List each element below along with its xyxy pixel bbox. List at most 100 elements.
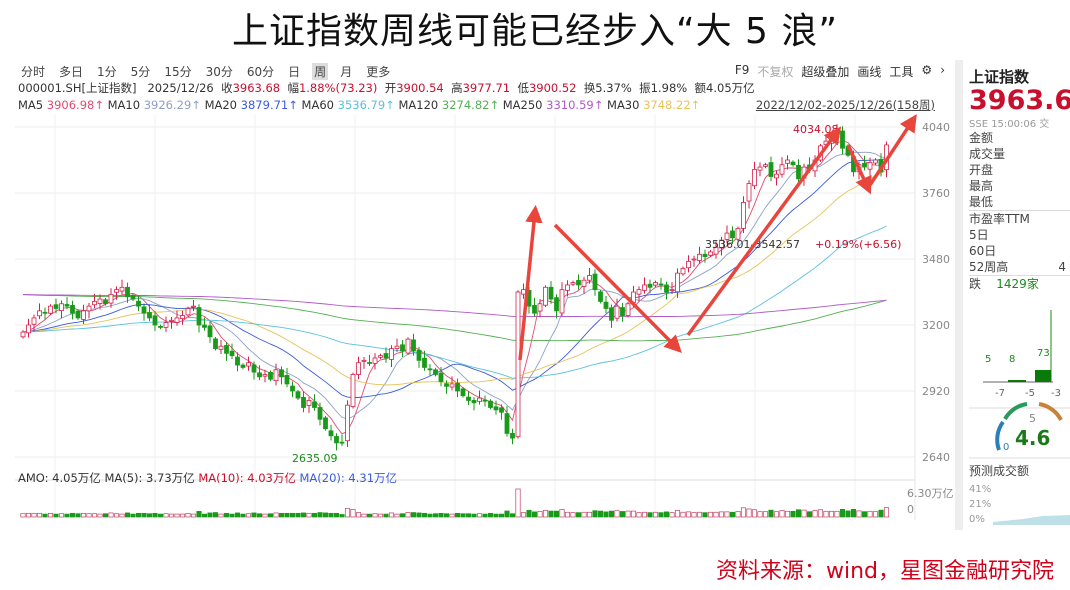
volume-bar bbox=[383, 513, 389, 518]
volume-bar bbox=[707, 511, 714, 518]
volume-bar bbox=[300, 512, 307, 518]
tool-button[interactable]: 超级叠加 bbox=[801, 65, 850, 79]
volume-bar bbox=[344, 507, 351, 518]
tool-menu: F9 不复权 超级叠加 画线 工具 ⚙ › bbox=[735, 63, 945, 80]
period-tab[interactable]: 60分 bbox=[246, 65, 275, 79]
candle-body bbox=[224, 345, 229, 354]
ma250-line bbox=[22, 294, 887, 318]
candle-body bbox=[570, 282, 576, 285]
period-tab[interactable]: 周 bbox=[312, 63, 329, 80]
ma10-value: 3926.29↑ bbox=[143, 98, 201, 112]
tool-button[interactable]: F9 bbox=[734, 63, 750, 77]
period-tab[interactable]: 1分 bbox=[97, 65, 117, 79]
candle-body bbox=[103, 299, 108, 305]
volume-bar bbox=[564, 511, 571, 518]
candle-body bbox=[356, 362, 361, 375]
volume-bar bbox=[124, 512, 131, 518]
volume-legend: AMO: 4.05万亿 MA(5): 3.73万亿 MA(10): 4.03万亿… bbox=[18, 470, 397, 486]
volume-bar bbox=[630, 510, 637, 518]
chevron-right-icon[interactable]: › bbox=[940, 63, 945, 77]
volume-bar bbox=[812, 510, 818, 518]
period-tab[interactable]: 15分 bbox=[164, 65, 192, 79]
volume-bar bbox=[262, 513, 268, 518]
volume-bar bbox=[735, 511, 741, 518]
period-tab[interactable]: 5分 bbox=[130, 65, 151, 79]
volume-bar bbox=[636, 512, 642, 518]
gauge-arc-high bbox=[1038, 402, 1063, 422]
volume-bar bbox=[141, 512, 147, 518]
volume-bar bbox=[779, 510, 785, 518]
period-tab[interactable]: 分时 bbox=[21, 65, 46, 79]
volume-bar bbox=[355, 512, 362, 518]
volume-bar bbox=[207, 512, 213, 518]
volume-bar bbox=[218, 513, 224, 518]
candle-body bbox=[559, 289, 565, 314]
volume-bar bbox=[289, 512, 296, 518]
volume-bar bbox=[597, 510, 604, 518]
period-tab[interactable]: 月 bbox=[340, 65, 353, 79]
volume-bar bbox=[388, 512, 395, 518]
forecast-label: 预测成交额 bbox=[969, 463, 1029, 478]
volume-bar bbox=[438, 512, 444, 518]
period-tab[interactable]: 更多 bbox=[366, 65, 391, 79]
volume-bar bbox=[625, 510, 631, 518]
volume-bar bbox=[834, 510, 840, 518]
candle-body bbox=[680, 268, 686, 275]
quote-info: 000001.SH[上证指数] 2025/12/26 收3963.68 幅1.8… bbox=[18, 80, 755, 96]
candle-body bbox=[257, 372, 262, 378]
fall-count: 1429家 bbox=[996, 277, 1039, 291]
candle-body bbox=[719, 239, 724, 249]
measure-change: +0.19%(+6.56) bbox=[815, 238, 901, 251]
candle-body bbox=[702, 253, 708, 258]
wave-arrow bbox=[553, 223, 682, 353]
period-tab[interactable]: 多日 bbox=[59, 65, 84, 79]
candlestick-chart[interactable]: 4040 3760 3480 3200 2920 2640 4034.08 2635.09 35… bbox=[15, 60, 955, 525]
volume-bar bbox=[322, 512, 329, 518]
hist-val: 73 bbox=[1037, 348, 1050, 359]
candle-body bbox=[174, 317, 180, 323]
candle-body bbox=[147, 312, 152, 319]
panel-collapse-handle[interactable] bbox=[955, 60, 963, 530]
candle-body bbox=[482, 399, 488, 402]
fall-label: 跌 bbox=[969, 277, 982, 291]
volume-axis-zero: 0 bbox=[907, 503, 914, 516]
candle-body bbox=[378, 355, 383, 358]
volume-bar bbox=[751, 509, 758, 518]
hist-val: 5 bbox=[985, 354, 991, 365]
candle-body bbox=[350, 374, 356, 407]
period-tab[interactable]: 日 bbox=[288, 65, 301, 79]
candle-body bbox=[328, 430, 334, 437]
volume-bar bbox=[460, 513, 466, 518]
date-range-selector[interactable]: 2022/12/02-2025/12/26(158周) bbox=[755, 98, 935, 112]
candle-body bbox=[262, 374, 268, 377]
open-value: 3900.54 bbox=[396, 81, 444, 95]
candle-body bbox=[284, 375, 290, 385]
amo-ma5: MA(5): 3.73万亿 bbox=[104, 471, 195, 485]
volume-bar bbox=[795, 509, 802, 518]
period-tab[interactable]: 30分 bbox=[205, 65, 233, 79]
candle-body bbox=[752, 169, 757, 187]
volume-bar bbox=[614, 510, 620, 518]
volume-bar bbox=[240, 513, 246, 518]
tool-button[interactable]: 工具 bbox=[889, 65, 914, 79]
hist-val: 8 bbox=[1009, 354, 1015, 365]
volume-bar bbox=[641, 511, 648, 518]
volume-bar bbox=[31, 512, 37, 518]
wave-arrow bbox=[518, 205, 543, 361]
candle-body bbox=[653, 282, 658, 286]
tool-button[interactable]: 画线 bbox=[857, 65, 882, 79]
candle-body bbox=[493, 406, 499, 411]
gear-icon[interactable]: ⚙ bbox=[921, 63, 933, 77]
tool-button[interactable]: 不复权 bbox=[757, 65, 794, 79]
candle-body bbox=[416, 349, 422, 361]
high-annotation: 4034.08 bbox=[793, 123, 839, 136]
amo-ma10: MA(10): 4.03万亿 bbox=[198, 471, 296, 485]
candle-body bbox=[20, 331, 26, 338]
volume-bar bbox=[487, 512, 494, 518]
volume-bar bbox=[146, 513, 153, 518]
candle-body bbox=[642, 284, 647, 291]
volume-bar bbox=[476, 513, 483, 518]
candle-body bbox=[108, 293, 114, 304]
candle-body bbox=[565, 284, 570, 291]
volume-bar bbox=[548, 510, 554, 518]
